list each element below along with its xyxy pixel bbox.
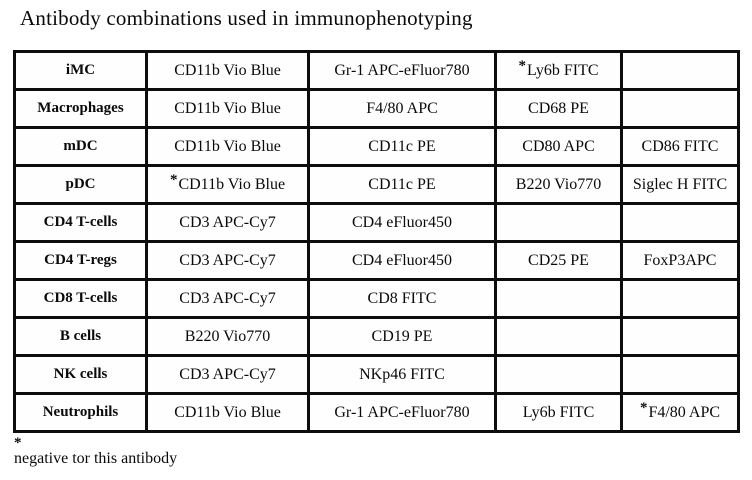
antibody-cell: FoxP3APC [620, 240, 740, 281]
antibody-cell: CD11b Vio Blue [145, 392, 310, 433]
negative-marker-asterisk: * [639, 399, 648, 416]
footnote-asterisk: * [14, 435, 22, 451]
antibody-cell: CD11b Vio Blue [145, 126, 310, 167]
table-row: Macrophages CD11b Vio Blue F4/80 APC CD68 P… [13, 88, 740, 129]
table-body: iMC CD11b Vio Blue Gr-1 APC-eFluor780 *Ly6b… [13, 50, 740, 433]
row-header-cell-type: Macrophages [13, 88, 148, 129]
antibody-cell: CD11c PE [307, 164, 497, 205]
antibody-cell: CD19 PE [307, 316, 497, 357]
table-row: NK cells CD3 APC-Cy7 NKp46 FITC [13, 354, 740, 395]
antibody-cell: Gr-1 APC-eFluor780 [307, 392, 497, 433]
antibody-combinations-table: iMC CD11b Vio Blue Gr-1 APC-eFluor780 *Ly6b… [13, 50, 740, 433]
row-header-cell-type: Neutrophils [13, 392, 148, 433]
antibody-cell: CD3 APC-Cy7 [145, 202, 310, 243]
row-header-cell-type: B cells [13, 316, 148, 357]
row-header-cell-type: mDC [13, 126, 148, 167]
table-row: CD4 T-cells CD3 APC-Cy7 CD4 eFluor450 [13, 202, 740, 243]
row-header-cell-type: CD4 T-cells [13, 202, 148, 243]
antibody-cell-empty [620, 354, 740, 395]
row-header-cell-type: CD8 T-cells [13, 278, 148, 319]
table-row: CD8 T-cells CD3 APC-Cy7 CD8 FITC [13, 278, 740, 319]
row-header-cell-type: iMC [13, 50, 148, 91]
row-header-cell-type: pDC [13, 164, 148, 205]
antibody-cell: *CD11b Vio Blue [145, 164, 310, 205]
row-header-cell-type: NK cells [13, 354, 148, 395]
antibody-cell: CD4 eFluor450 [307, 202, 497, 243]
footnote: * negative tor this antibody [14, 435, 178, 468]
page-title: Antibody combinations used in immunophen… [20, 6, 473, 30]
negative-marker-asterisk: * [518, 57, 526, 74]
table-row: iMC CD11b Vio Blue Gr-1 APC-eFluor780 *Ly6b… [13, 50, 740, 91]
antibody-cell: Siglec H FITC [620, 164, 740, 205]
antibody-cell: CD8 FITC [307, 278, 497, 319]
table-row: CD4 T-regs CD3 APC-Cy7 CD4 eFluor450 CD25 P… [13, 240, 740, 281]
antibody-cell: F4/80 APC [307, 88, 497, 129]
antibody-cell: NKp46 FITC [307, 354, 497, 395]
antibody-cell: CD11b Vio Blue [145, 50, 310, 91]
antibody-cell-empty [620, 316, 740, 357]
antibody-cell: CD68 PE [494, 88, 623, 129]
antibody-cell-empty [620, 50, 740, 91]
antibody-cell: CD4 eFluor450 [307, 240, 497, 281]
antibody-cell-empty [620, 278, 740, 319]
antibody-cell: B220 Vio770 [494, 164, 623, 205]
antibody-cell: CD86 FITC [620, 126, 740, 167]
antibody-cell: CD11c PE [307, 126, 497, 167]
antibody-cell: CD11b Vio Blue [145, 88, 310, 129]
antibody-cell: *F4/80 APC [620, 392, 740, 433]
antibody-cell: *Ly6b FITC [494, 50, 623, 91]
antibody-cell: CD3 APC-Cy7 [145, 354, 310, 395]
antibody-cell-empty [494, 202, 623, 243]
antibody-cell-empty [620, 202, 740, 243]
antibody-cell: Ly6b FITC [494, 392, 623, 433]
table-row: pDC *CD11b Vio Blue CD11c PE B220 Vio770 Sig… [13, 164, 740, 205]
antibody-cell: CD3 APC-Cy7 [145, 240, 310, 281]
antibody-cell: Gr-1 APC-eFluor780 [307, 50, 497, 91]
row-header-cell-type: CD4 T-regs [13, 240, 148, 281]
negative-marker-asterisk: * [169, 171, 178, 188]
antibody-cell-empty [494, 316, 623, 357]
antibody-cell: CD3 APC-Cy7 [145, 278, 310, 319]
antibody-cell: B220 Vio770 [145, 316, 310, 357]
table-row: mDC CD11b Vio Blue CD11c PE CD80 APC CD86 FI… [13, 126, 740, 167]
antibody-cell: CD80 APC [494, 126, 623, 167]
table-row: Neutrophils CD11b Vio Blue Gr-1 APC-eFluor… [13, 392, 740, 433]
antibody-cell-empty [494, 354, 623, 395]
antibody-cell-empty [494, 278, 623, 319]
table-row: B cells B220 Vio770 CD19 PE [13, 316, 740, 357]
footnote-text: negative tor this antibody [14, 450, 178, 467]
antibody-cell: CD25 PE [494, 240, 623, 281]
antibody-cell-empty [620, 88, 740, 129]
